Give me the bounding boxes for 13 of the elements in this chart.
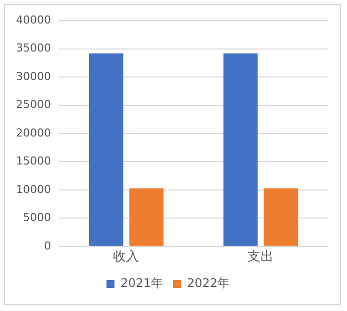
legend-label: 2021年 [120,276,164,290]
x-tick-label: 收入 [113,250,140,265]
y-tick-label: 0 [44,239,51,252]
y-tick-label: 15000 [16,154,51,168]
y-tick-label: 35000 [16,42,51,55]
y-tick-label: 10000 [16,182,51,196]
y-tick-label: 30000 [16,70,51,83]
y-tick-label: 40000 [16,13,51,26]
legend-label: 2022年 [187,276,230,290]
y-tick-label: 20000 [16,126,51,140]
x-tick-label: 支出 [248,250,274,265]
y-tick-label: 5000 [22,211,51,224]
y-tick-label: 25000 [16,98,51,112]
